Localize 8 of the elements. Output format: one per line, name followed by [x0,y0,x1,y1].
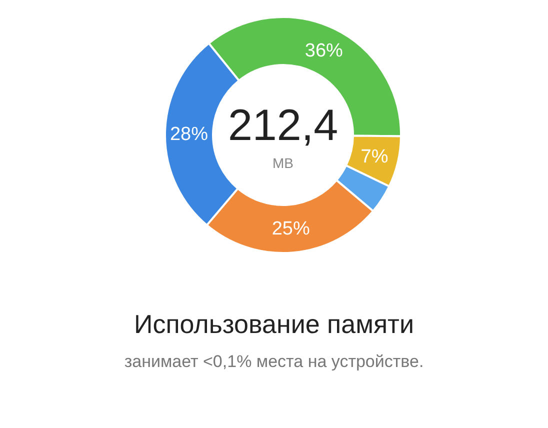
data-label: 28% [170,124,208,146]
data-label: 25% [272,218,310,240]
data-label: 7% [360,146,388,168]
text: Использование памяти [134,309,414,339]
text: занимает <0,1% места на устройстве. [124,352,424,371]
data-label: 36% [304,40,344,62]
text: MB [272,155,294,171]
text: 212,4 [228,101,338,150]
